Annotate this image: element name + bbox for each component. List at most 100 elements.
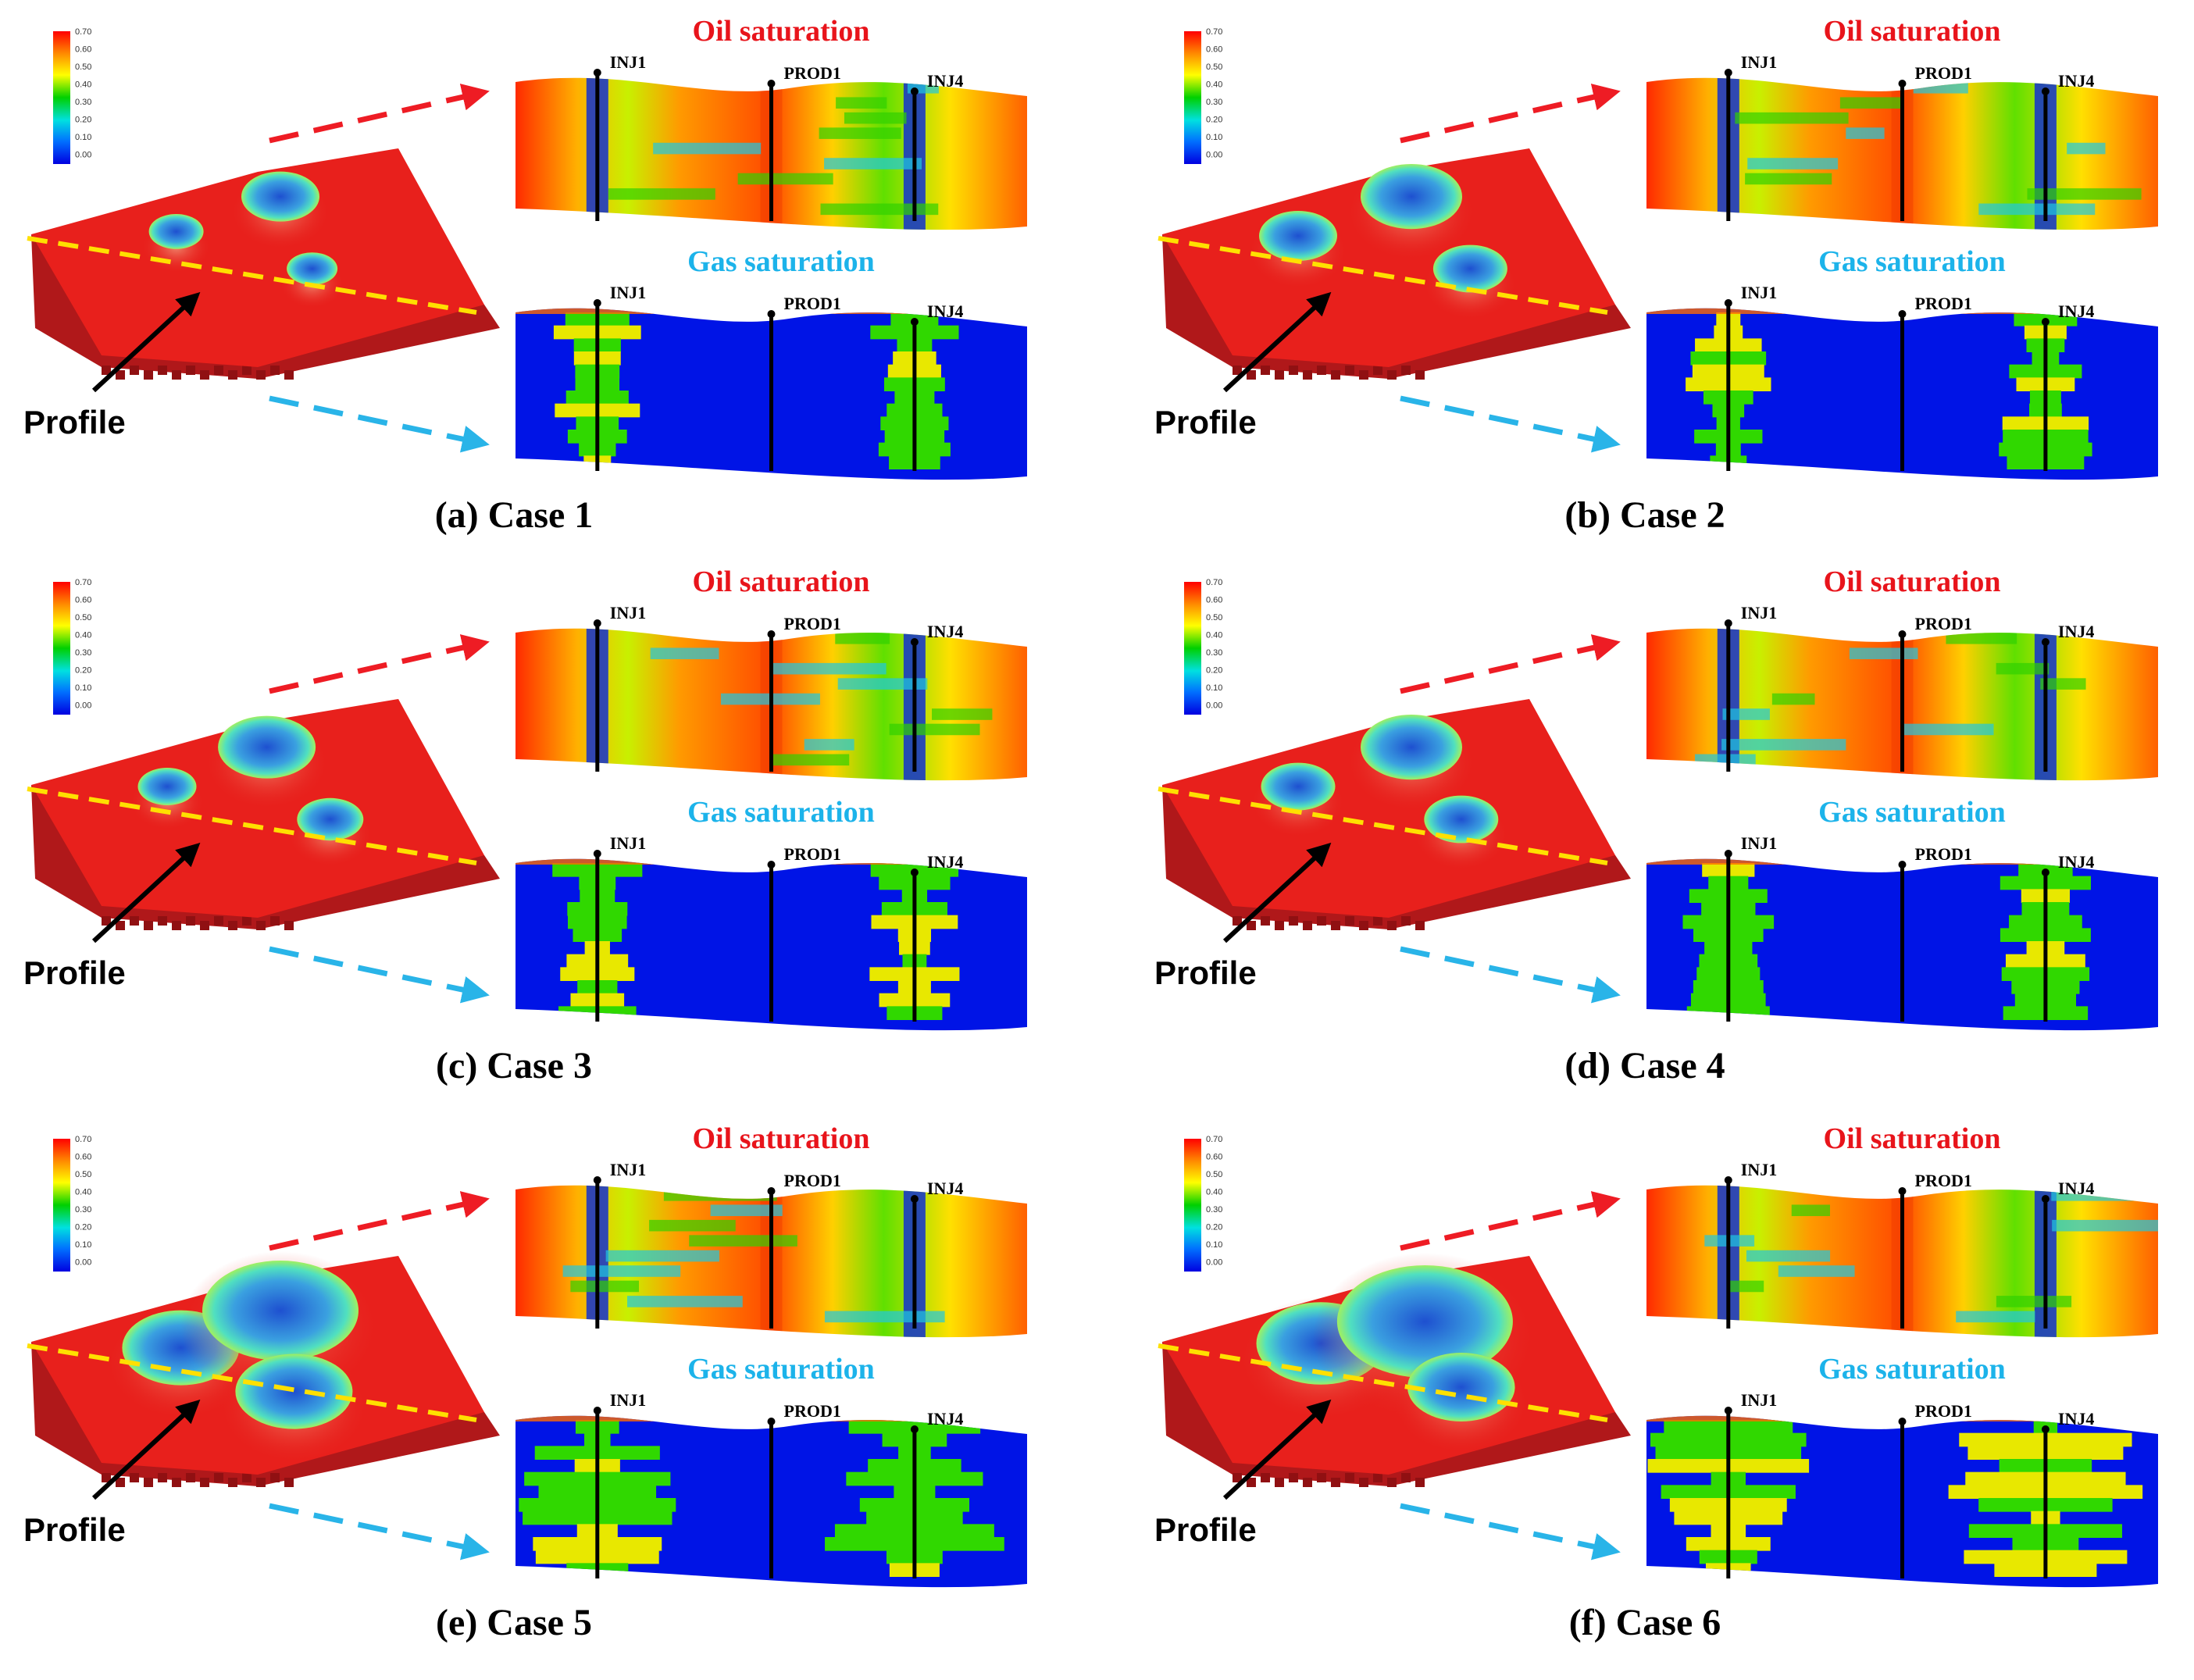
colorbar: 0.70 0.60 0.50 0.40 0.30 0.20 0.10 0.00 [53, 27, 91, 164]
profile-label: Profile [23, 954, 126, 991]
reservoir-step [116, 1478, 125, 1487]
reservoir-step [1261, 916, 1270, 926]
oil-layer-streak [804, 739, 854, 751]
gas-section-title: Gas saturation [1818, 1353, 2006, 1386]
wellhead-marker [1898, 1187, 1907, 1195]
wellhead-marker [910, 1195, 919, 1203]
well-label: PROD1 [784, 294, 841, 313]
oil-layer-streak [627, 1296, 743, 1307]
well-label: INJ1 [1741, 833, 1777, 853]
panel-5: 0.70 0.60 0.50 0.40 0.30 0.20 0.10 0.00 Profile O… [23, 1122, 1027, 1643]
profile-label: Profile [1154, 404, 1257, 441]
reservoir-step [186, 366, 195, 375]
profile-pointer-arrow [91, 1399, 201, 1500]
oil-layer-streak [1849, 647, 1918, 660]
colorbar-tick: 0.20 [1206, 666, 1222, 676]
oil-layer-streak [1747, 158, 1839, 169]
reservoir-step [200, 921, 209, 930]
colorbar-tick: 0.30 [75, 648, 91, 658]
well-label: INJ1 [1741, 52, 1777, 72]
wellhead-marker [910, 638, 919, 646]
wellhead-marker [910, 318, 919, 326]
oil-connector-arrow [269, 84, 490, 144]
oil-layer-streak [824, 158, 922, 169]
oil-layer-streak [819, 127, 901, 139]
gas-section-title: Gas saturation [1818, 245, 2006, 278]
oil-layer-streak [1846, 127, 1885, 139]
reservoir-step [144, 370, 153, 380]
wellhead-marker [767, 1187, 776, 1195]
colorbar-ramp [1184, 31, 1201, 164]
colorbar-tick: 0.70 [75, 578, 91, 587]
profile-line [1158, 236, 1608, 315]
colorbar-tick: 0.20 [1206, 116, 1222, 125]
reservoir-step [130, 366, 139, 375]
reservoir-step [1415, 370, 1425, 380]
colorbar-tick: 0.10 [1206, 683, 1222, 693]
oil-layer-streak [650, 647, 719, 660]
wellhead-marker [593, 1176, 601, 1184]
colorbar: 0.70 0.60 0.50 0.40 0.30 0.20 0.10 0.00 [53, 1135, 91, 1272]
well-label: INJ4 [2058, 1409, 2094, 1429]
swept-zone-3 [1407, 1353, 1515, 1421]
gas-connector-arrow [269, 395, 490, 453]
oil-section-title: Oil saturation [1824, 565, 2001, 598]
colorbar-tick: 0.10 [75, 133, 91, 142]
oil-layer-streak [771, 754, 850, 766]
colorbar-tick: 0.20 [75, 1223, 91, 1232]
reservoir-step [130, 916, 139, 926]
oil-layer-streak [1996, 662, 2050, 675]
panel-caption: (d) Case 4 [1564, 1045, 1725, 1086]
wellhead-marker [767, 630, 776, 638]
oil-section: Oil saturation INJ1 PROD1 INJ4 [516, 1122, 1027, 1338]
gas-section: Gas saturation INJ1 PROD1 INJ4 [516, 245, 1027, 480]
reservoir-step [1359, 1478, 1368, 1487]
wellhead-marker [910, 87, 919, 95]
reservoir-step [1373, 916, 1382, 926]
wellhead-marker [593, 1407, 601, 1414]
well-label: PROD1 [1915, 844, 1972, 864]
reservoir-step [1289, 1473, 1298, 1482]
wellhead-marker [1724, 1176, 1732, 1184]
wellhead-marker [1724, 1407, 1732, 1414]
oil-layer-streak [562, 1265, 681, 1277]
reservoir-step [158, 916, 167, 926]
wellhead-marker [1898, 861, 1907, 869]
colorbar-tick: 0.40 [1206, 1188, 1222, 1197]
oil-layer-streak [2052, 1219, 2158, 1232]
panel-6: 0.70 0.60 0.50 0.40 0.30 0.20 0.10 0.00 Profile O… [1154, 1122, 2158, 1643]
reservoir-step [200, 370, 209, 380]
reservoir-step [1401, 1473, 1411, 1482]
oil-layer-streak [710, 1204, 783, 1217]
oil-section: Oil saturation INJ1 PROD1 INJ4 [1646, 565, 2158, 781]
reservoir-step [130, 1473, 139, 1482]
oil-layer-streak [836, 97, 887, 109]
reservoir-step [186, 916, 195, 926]
colorbar-tick: 0.00 [75, 1258, 91, 1268]
colorbar-tick: 0.20 [1206, 1223, 1222, 1232]
oil-layer-streak [608, 188, 715, 200]
well-label: INJ4 [927, 1179, 963, 1198]
colorbar: 0.70 0.60 0.50 0.40 0.30 0.20 0.10 0.00 [53, 578, 91, 715]
reservoir-step [228, 370, 237, 380]
reservoir-3d-view: Profile [1154, 1253, 1631, 1548]
panel-4: 0.70 0.60 0.50 0.40 0.30 0.20 0.10 0.00 Profile O… [1154, 565, 2158, 1086]
swept-zone-2 [1361, 715, 1462, 780]
panels-layer: 0.70 0.60 0.50 0.40 0.30 0.20 0.10 0.00 Profile O… [23, 15, 2158, 1643]
colorbar-ramp [53, 582, 70, 715]
colorbar-tick: 0.30 [1206, 648, 1222, 658]
reservoir-step [1401, 366, 1411, 375]
reservoir-step [1247, 921, 1256, 930]
colorbar-tick: 0.60 [75, 1153, 91, 1162]
reservoir-step [1233, 366, 1242, 375]
reservoir-step [1359, 370, 1368, 380]
well-label: INJ1 [610, 833, 646, 853]
well-label: PROD1 [784, 1171, 841, 1190]
well-label: INJ1 [1741, 283, 1777, 302]
reservoir-step [1317, 916, 1326, 926]
colorbar-tick: 0.70 [1206, 578, 1222, 587]
colorbar-tick: 0.20 [75, 666, 91, 676]
reservoir-step [284, 370, 294, 380]
profile-pointer-arrow [91, 291, 201, 393]
